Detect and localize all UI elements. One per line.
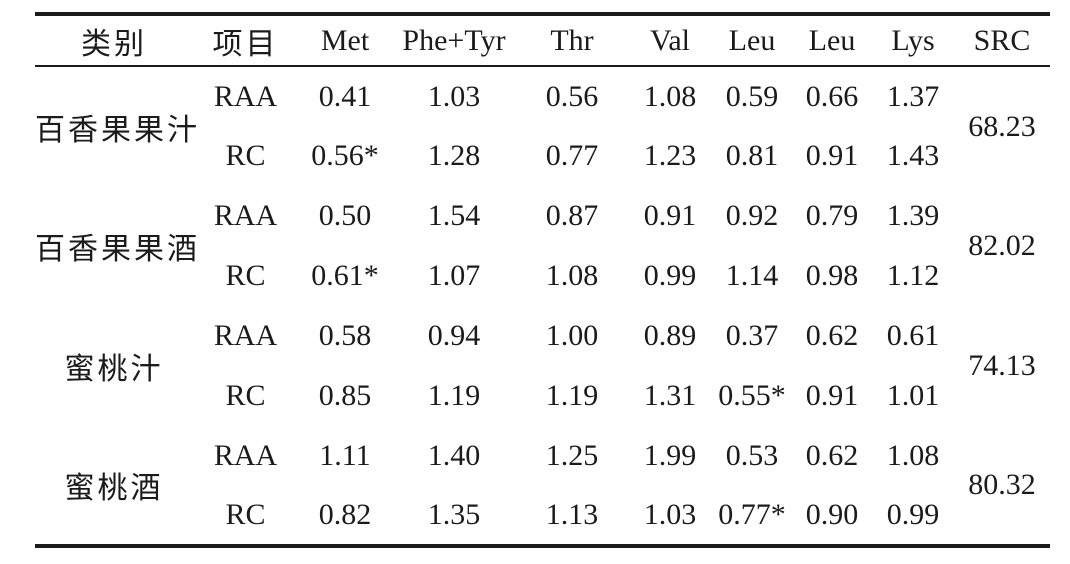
value-cell: 0.77*	[718, 498, 786, 531]
header-category: 类别	[35, 14, 193, 67]
value-cell: 1.23	[643, 139, 697, 172]
src-cell: 82.02	[968, 229, 1036, 262]
value-cell: 1.11	[319, 439, 371, 472]
value-cell: 1.03	[643, 498, 697, 531]
value-cell: 1.07	[427, 259, 481, 292]
value-cell: 0.37	[725, 319, 779, 352]
table-row: 蜜桃酒 RAA 1.11 1.40 1.25 1.99 0.53 0.62 1.…	[35, 426, 1050, 505]
value-cell: 0.82	[318, 498, 372, 531]
header-item: 项目	[193, 14, 298, 67]
value-cell: 0.77	[545, 139, 599, 172]
item-cell: RC	[225, 139, 266, 172]
value-cell: 0.85	[318, 379, 372, 412]
value-cell: 0.98	[805, 259, 859, 292]
value-cell: 0.56*	[311, 139, 379, 172]
value-cell: 0.89	[643, 319, 697, 352]
table-row: RC 0.56* 1.28 0.77 1.23 0.81 0.91 1.43	[35, 126, 1050, 186]
header-val: Val	[628, 14, 712, 67]
value-cell: 1.08	[643, 79, 697, 113]
value-cell: 1.28	[427, 139, 481, 172]
value-cell: 0.66	[805, 79, 859, 113]
value-cell: 1.19	[427, 379, 481, 412]
category-cell: 蜜桃酒	[64, 472, 164, 505]
header-met: Met	[298, 14, 392, 67]
table-row: 百香果果酒 RAA 0.50 1.54 0.87 0.91 0.92 0.79 …	[35, 186, 1050, 266]
category-cell: 百香果果汁	[35, 113, 200, 147]
value-cell: 1.43	[886, 139, 940, 172]
item-cell: RC	[225, 379, 266, 412]
value-cell: 0.62	[805, 319, 859, 352]
item-cell: RAA	[213, 79, 278, 113]
table-row: RC 0.61* 1.07 1.08 0.99 1.14 0.98 1.12	[35, 246, 1050, 306]
item-cell: RC	[225, 498, 266, 531]
value-cell: 0.91	[805, 139, 859, 172]
value-cell: 1.39	[886, 199, 940, 232]
value-cell: 0.79	[805, 199, 859, 232]
value-cell: 0.87	[545, 199, 599, 232]
value-cell: 1.13	[545, 498, 599, 531]
header-thr: Thr	[516, 14, 628, 67]
table-row: 百香果果汁 RAA 0.41 1.03 0.56 1.08 0.59 0.66 …	[35, 66, 1050, 147]
value-cell: 1.54	[427, 199, 481, 232]
value-cell: 1.08	[545, 259, 599, 292]
value-cell: 0.50	[318, 199, 372, 232]
header-src: SRC	[954, 14, 1050, 67]
value-cell: 0.56	[545, 79, 599, 113]
value-cell: 0.58	[318, 319, 372, 352]
value-cell: 1.99	[643, 439, 697, 472]
header-phe-tyr: Phe+Tyr	[392, 14, 516, 67]
value-cell: 0.55*	[718, 379, 786, 412]
header-leu-2: Leu	[792, 14, 872, 67]
value-cell: 0.62	[805, 439, 859, 472]
value-cell: 0.53	[725, 439, 779, 472]
item-cell: RC	[225, 259, 266, 292]
category-cell: 蜜桃汁	[64, 353, 164, 386]
value-cell: 0.81	[725, 139, 779, 172]
value-cell: 0.61	[886, 319, 940, 352]
table-row: RC 0.82 1.35 1.13 1.03 0.77* 0.90 0.99	[35, 486, 1050, 546]
value-cell: 0.91	[643, 199, 697, 232]
header-leu-1: Leu	[712, 14, 792, 67]
value-cell: 0.61*	[311, 259, 379, 292]
value-cell: 0.59	[725, 79, 779, 113]
value-cell: 1.31	[643, 379, 697, 412]
item-cell: RAA	[213, 319, 278, 352]
category-cell: 百香果果酒	[35, 233, 200, 266]
item-cell: RAA	[213, 199, 278, 232]
header-row: 类别 项目 Met Phe+Tyr Thr Val Leu Leu Lys SR…	[35, 14, 1050, 67]
value-cell: 0.90	[805, 498, 859, 531]
table-row: 蜜桃汁 RAA 0.58 0.94 1.00 0.89 0.37 0.62 0.…	[35, 306, 1050, 386]
item-cell: RAA	[213, 439, 278, 472]
value-cell: 1.03	[427, 79, 481, 113]
src-cell: 80.32	[968, 468, 1036, 501]
value-cell: 1.35	[427, 498, 481, 531]
value-cell: 1.40	[427, 439, 481, 472]
table-row: RC 0.85 1.19 1.19 1.31 0.55* 0.91 1.01	[35, 366, 1050, 426]
value-cell: 0.99	[643, 259, 697, 292]
src-cell: 68.23	[968, 109, 1036, 143]
value-cell: 0.92	[725, 199, 779, 232]
value-cell: 0.91	[805, 379, 859, 412]
value-cell: 1.01	[886, 379, 940, 412]
amino-acid-ratio-table: 类别 项目 Met Phe+Tyr Thr Val Leu Leu Lys SR…	[35, 12, 1050, 548]
value-cell: 1.25	[545, 439, 599, 472]
value-cell: 0.41	[318, 79, 372, 113]
value-cell: 0.94	[427, 319, 481, 352]
value-cell: 1.19	[545, 379, 599, 412]
value-cell: 1.37	[886, 79, 940, 113]
src-cell: 74.13	[968, 349, 1036, 382]
header-lys: Lys	[872, 14, 954, 67]
value-cell: 1.00	[545, 319, 599, 352]
value-cell: 1.14	[725, 259, 779, 292]
value-cell: 0.99	[886, 498, 940, 531]
value-cell: 1.12	[886, 259, 940, 292]
value-cell: 1.08	[886, 439, 940, 472]
